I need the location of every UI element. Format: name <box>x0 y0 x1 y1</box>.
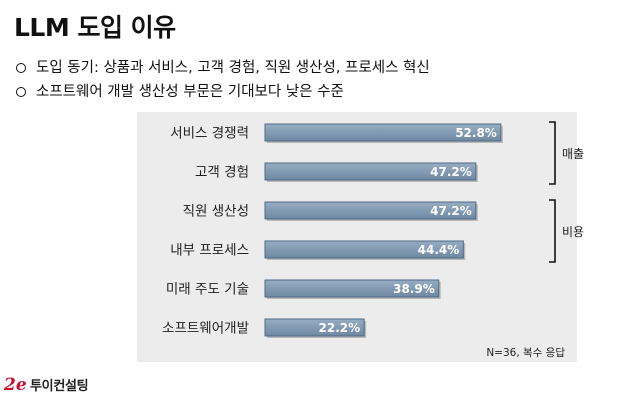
group-label: 비용 <box>562 225 584 239</box>
group-bracket <box>549 199 556 263</box>
bullet-circle-icon <box>16 63 26 73</box>
bar-chart-svg: 서비스 경쟁력 52.8% 고객 경험 47.2% 직원 생산성 47.2% 내부 프로세스… <box>162 121 584 359</box>
bar <box>264 240 464 259</box>
bar <box>264 201 477 220</box>
category-label: 서비스 경쟁력 <box>170 126 249 142</box>
bar-value-label: 47.2% <box>430 204 472 218</box>
category-label: 내부 프로세스 <box>170 243 249 259</box>
sample-note: N=36, 복수 응답 <box>486 347 565 359</box>
category-label: 직원 생산성 <box>183 204 249 220</box>
bullet-item: 도입 동기: 상품과 서비스, 고객 경험, 직원 생산성, 프로세스 혁신 <box>16 56 430 80</box>
bullet-text: 도입 동기: 상품과 서비스, 고객 경험, 직원 생산성, 프로세스 혁신 <box>36 60 430 76</box>
bar-value-label: 52.8% <box>455 126 497 140</box>
group-bracket <box>549 121 556 185</box>
category-label: 고객 경험 <box>195 165 249 181</box>
bullet-circle-icon <box>16 87 26 97</box>
bar-chart: 서비스 경쟁력 52.8% 고객 경험 47.2% 직원 생산성 47.2% 내부 프로세스… <box>137 112 584 362</box>
bar-value-label: 44.4% <box>418 243 460 257</box>
company-name: 투이컨설팅 <box>30 378 89 394</box>
category-label: 미래 주도 기술 <box>166 282 249 298</box>
bullet-text: 소프트웨어 개발 생산성 부문은 기대보다 낮은 수준 <box>36 84 344 100</box>
bar <box>264 318 365 337</box>
footer-brand: 2e 투이컨설팅 <box>4 374 89 394</box>
bar <box>264 123 502 142</box>
bar <box>264 279 440 298</box>
bar <box>264 162 477 181</box>
company-logo-icon: 2e <box>4 375 26 394</box>
bullet-list: 도입 동기: 상품과 서비스, 고객 경험, 직원 생산성, 프로세스 혁신 소… <box>16 56 430 104</box>
page-title: LLM 도입 이유 <box>14 13 176 42</box>
bar-value-label: 22.2% <box>319 321 361 335</box>
category-label: 소프트웨어개발 <box>162 321 249 337</box>
group-label: 매출 <box>562 147 584 161</box>
bar-value-label: 38.9% <box>393 282 435 296</box>
bullet-item: 소프트웨어 개발 생산성 부문은 기대보다 낮은 수준 <box>16 80 430 104</box>
logo-text: 2e <box>4 375 26 394</box>
bar-value-label: 47.2% <box>430 165 472 179</box>
